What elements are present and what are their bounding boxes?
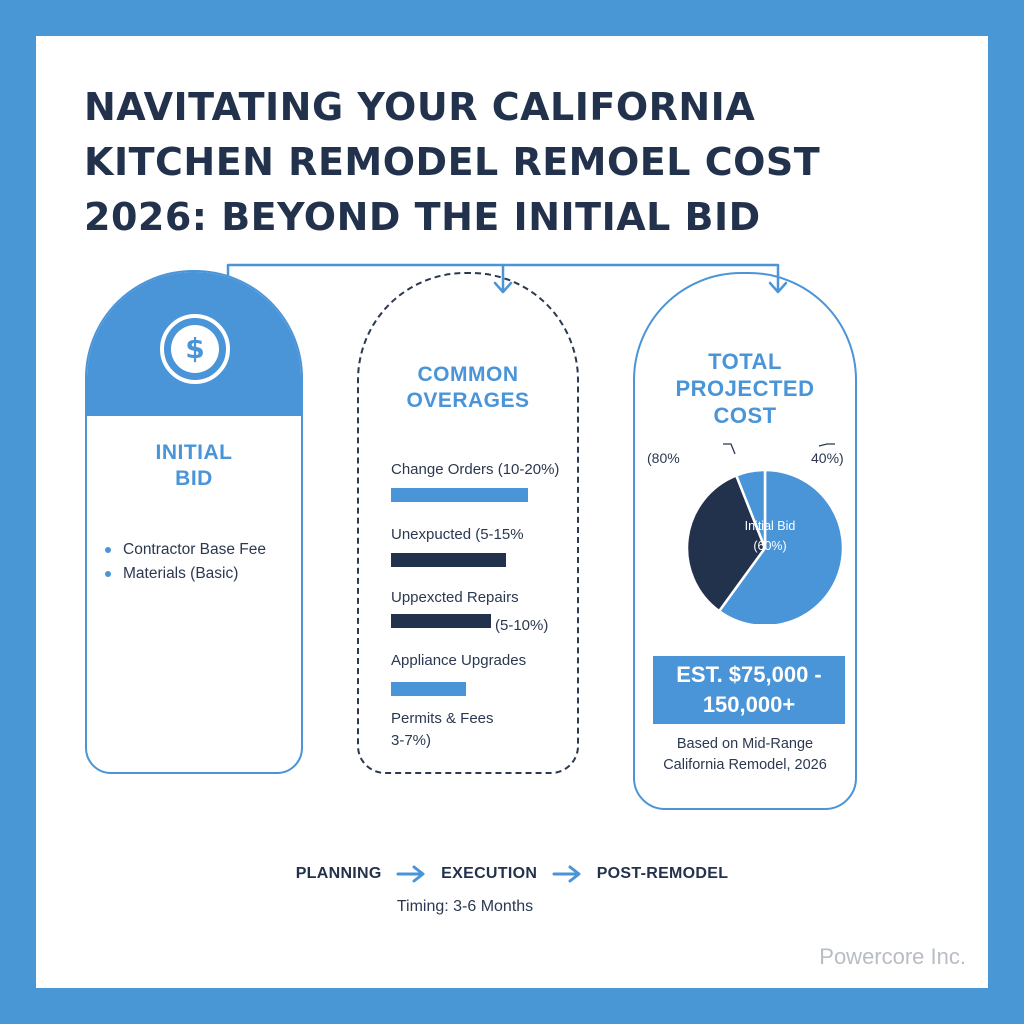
overage-item-permits: Permits & Fees 3-7%) <box>391 708 571 752</box>
estimate-line-1: EST. $75,000 - <box>676 662 822 687</box>
pie-slices <box>685 468 845 624</box>
callout-leader-left <box>723 443 736 455</box>
overages-label: COMMON OVERAGES <box>359 362 577 414</box>
title-line-2: KITCHEN REMODEL REMOEL COST <box>84 140 821 184</box>
overage-bar <box>391 614 491 628</box>
timing-note: Timing: 3-6 Months <box>396 898 534 915</box>
pie-slice <box>734 468 767 549</box>
overage-label-range: 3-7%) <box>391 732 432 749</box>
total-cost-label: TOTAL PROJECTED COST <box>635 348 855 429</box>
overages-label-line-2: OVERAGES <box>406 389 530 412</box>
overage-item-repairs: Uppexcted Repairs (5-10%) <box>391 588 571 634</box>
page-title: NAVITATING YOUR CALIFORNIA KITCHEN REMOD… <box>84 80 904 245</box>
estimate-line-2: 150,000+ <box>702 692 796 717</box>
dollar-circle-icon: $ <box>160 314 230 384</box>
initial-bid-label-line-2: BID <box>175 467 213 490</box>
common-overages-panel: COMMON OVERAGES Change Orders (10-20%) U… <box>357 272 579 774</box>
title-line-1: NAVITATING YOUR CALIFORNIA <box>84 85 756 129</box>
overage-label: Unexpucted (5-15% <box>391 526 524 543</box>
arrow-right-icon <box>552 865 581 883</box>
timeline-stage-execution: EXECUTION <box>441 865 538 882</box>
pie-callout-right: 40%) <box>811 450 844 466</box>
overages-label-line-1: COMMON <box>417 363 519 386</box>
basis-line-1: Based on Mid-Range <box>676 736 814 752</box>
list-item: Contractor Base Fee <box>103 538 301 562</box>
estimate-basis: Based on Mid-Range California Remodel, 2… <box>635 734 855 776</box>
callout-leader-right <box>818 443 835 447</box>
overage-bar <box>391 553 506 567</box>
pie-slice-label: Initial Bid <box>745 519 796 533</box>
initial-bid-header: $ <box>87 272 301 416</box>
timeline-stage-post-remodel: POST-REMODEL <box>596 865 729 882</box>
pie-slice <box>685 473 767 613</box>
list-item: Materials (Basic) <box>103 562 301 586</box>
estimate-badge: EST. $75,000 - 150,000+ <box>653 656 845 724</box>
total-projected-cost-panel: TOTAL PROJECTED COST (80% 40%) Initial B… <box>633 272 857 810</box>
title-line-3: 2026: BEYOND THE INITIAL BID <box>84 195 761 239</box>
initial-bid-label-line-1: INITIAL <box>155 441 233 464</box>
total-cost-label-line-2: PROJECTED <box>675 376 815 401</box>
timeline: PLANNING EXECUTION POST-REMODEL <box>0 864 1024 884</box>
total-cost-label-line-1: TOTAL <box>708 349 782 374</box>
basis-line-2: California Remodel, 2026 <box>663 757 827 773</box>
pie-callout-left: (80% <box>647 450 680 466</box>
overage-item-unexpected: Unexpucted (5-15% <box>391 525 571 567</box>
cost-pie-chart: Initial Bid (60%) <box>685 443 845 624</box>
total-cost-label-line-3: COST <box>713 403 777 428</box>
pie-slice-label: (60%) <box>753 539 786 553</box>
overage-item-appliances: Appliance Upgrades <box>391 651 571 696</box>
overage-bar <box>391 682 466 696</box>
dollar-glyph: $ <box>171 325 219 373</box>
overage-label: Appliance Upgrades <box>391 652 527 669</box>
initial-bid-list: Contractor Base Fee Materials (Basic) <box>87 538 301 586</box>
overage-bar <box>391 488 528 502</box>
initial-bid-label: INITIAL BID <box>87 440 301 492</box>
overage-label-right: (5-10%) <box>495 617 549 634</box>
overage-label: Uppexcted Repairs <box>391 589 519 606</box>
arrow-right-icon <box>396 865 425 883</box>
timeline-stage-planning: PLANNING <box>295 865 382 882</box>
overage-label: Change Orders (10-20%) <box>391 461 560 478</box>
overage-label: Permits & Fees <box>391 710 494 727</box>
pie-slice <box>717 468 845 624</box>
initial-bid-panel: $ INITIAL BID Contractor Base Fee Materi… <box>85 270 303 774</box>
overage-item-change-orders: Change Orders (10-20%) <box>391 460 571 502</box>
brand-watermark: Powercore Inc. <box>819 944 966 969</box>
